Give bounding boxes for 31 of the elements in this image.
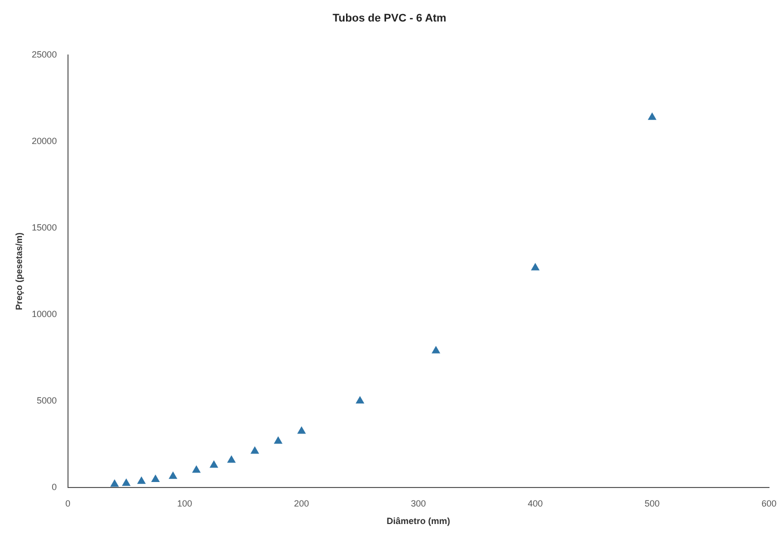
point	[137, 476, 146, 484]
y-tick-label: 10000	[32, 309, 57, 320]
y-axis-title: Preço (pesetas/m)	[14, 232, 24, 310]
point	[250, 446, 259, 454]
y-tick-label: 25000	[32, 50, 57, 60]
y-tick-label: 20000	[32, 136, 57, 146]
point	[648, 112, 656, 120]
x-axis-title: Diâmetro (mm)	[386, 516, 450, 526]
x-tick-label: 200	[294, 498, 310, 508]
point	[531, 263, 540, 270]
x-tick-label: 500	[644, 498, 660, 508]
point	[432, 346, 440, 354]
point	[274, 436, 282, 444]
x-tick-label: 0	[65, 498, 70, 508]
x-tick-label: 100	[177, 498, 192, 508]
point	[152, 474, 160, 482]
point	[298, 426, 306, 434]
point	[110, 480, 119, 487]
point	[227, 456, 236, 463]
x-tick-label: 300	[410, 498, 426, 508]
x-tick-label: 600	[761, 498, 777, 508]
y-tick-label: 5000	[36, 395, 57, 406]
point	[192, 466, 200, 473]
point	[356, 396, 364, 404]
point	[210, 460, 218, 468]
y-tick-label: 0	[52, 482, 57, 492]
y-tick-label: 15000	[32, 222, 57, 233]
chart-title: Tubos de PVC - 6 Atm	[332, 12, 447, 25]
x-tick-label: 400	[528, 498, 543, 508]
point	[169, 472, 177, 479]
point	[122, 478, 130, 486]
